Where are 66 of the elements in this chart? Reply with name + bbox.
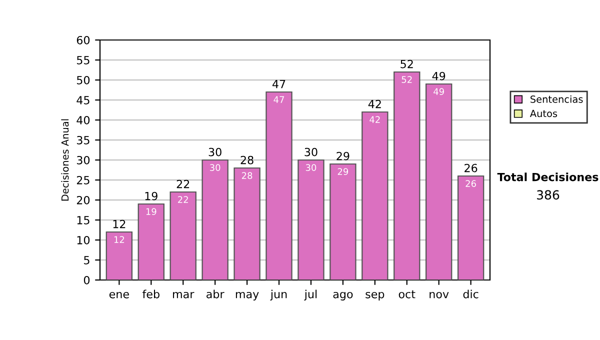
total-label: 47 xyxy=(272,80,286,88)
data-label: 26 xyxy=(466,180,476,187)
bar xyxy=(362,111,388,280)
bar xyxy=(202,159,228,280)
bar xyxy=(234,167,260,280)
total-label: 26 xyxy=(464,164,478,172)
total-label: 12 xyxy=(113,220,126,228)
bar xyxy=(426,83,452,280)
x-tick-label: jun xyxy=(270,290,287,300)
bar xyxy=(394,71,420,280)
bar xyxy=(298,159,324,280)
data-label: 29 xyxy=(338,168,348,175)
data-label: 52 xyxy=(402,76,412,83)
y-tick-label: 0 xyxy=(84,276,90,284)
total-label: 29 xyxy=(336,152,350,160)
bar xyxy=(266,91,292,280)
bar xyxy=(138,203,164,280)
y-tick-label: 50 xyxy=(76,76,90,84)
data-label: 30 xyxy=(306,164,316,171)
legend-label: Sentencias xyxy=(530,95,583,103)
x-tick-label: ago xyxy=(333,292,353,300)
y-tick-label: 30 xyxy=(76,156,90,164)
total-label: 42 xyxy=(368,100,381,108)
total-label: 28 xyxy=(240,156,254,164)
total-label: 52 xyxy=(400,60,413,68)
bar xyxy=(457,175,484,280)
legend-label: Autos xyxy=(530,110,558,118)
y-tick-label: 10 xyxy=(77,236,90,244)
bar xyxy=(170,191,196,280)
y-tick-label: 45 xyxy=(76,96,90,104)
text: Total Decisiones xyxy=(497,172,598,182)
total-label: 22 xyxy=(176,180,190,188)
total-label: 19 xyxy=(145,192,158,200)
total-label: 30 xyxy=(208,148,222,156)
data-label: 30 xyxy=(210,164,220,171)
bar xyxy=(330,163,356,280)
y-tick-label: 55 xyxy=(76,56,90,64)
x-tick-label: abr xyxy=(206,290,224,298)
data-label: 49 xyxy=(434,88,444,95)
y-axis-title: Decisiones Anual xyxy=(61,119,69,201)
x-tick-label: ene xyxy=(109,292,129,298)
x-tick-label: sep xyxy=(366,292,384,300)
y-tick-label: 15 xyxy=(77,216,90,224)
y-tick-label: 60 xyxy=(76,36,90,44)
data-label: 47 xyxy=(274,96,284,103)
y-tick-label: 25 xyxy=(76,176,90,184)
y-tick-label: 5 xyxy=(84,256,90,264)
x-tick-label: nov xyxy=(430,292,449,298)
data-label: 28 xyxy=(242,172,252,179)
total-label: 49 xyxy=(432,72,446,80)
y-tick-label: 35 xyxy=(76,136,90,144)
data-label: 19 xyxy=(146,208,156,215)
total-label: 30 xyxy=(304,148,318,156)
data-label: 42 xyxy=(370,116,380,123)
bar xyxy=(106,231,133,280)
x-tick-label: jul xyxy=(304,290,317,300)
y-tick-label: 40 xyxy=(76,116,90,124)
text: 386 xyxy=(537,190,560,200)
y-tick-label: 20 xyxy=(76,196,90,204)
data-label: 12 xyxy=(114,236,124,243)
x-tick-label: mar xyxy=(173,292,194,298)
x-tick-label: oct xyxy=(398,290,416,298)
data-label: 22 xyxy=(178,196,188,203)
x-tick-label: dic xyxy=(463,290,478,298)
x-tick-label: may xyxy=(236,292,259,300)
x-tick-label: feb xyxy=(142,290,160,298)
